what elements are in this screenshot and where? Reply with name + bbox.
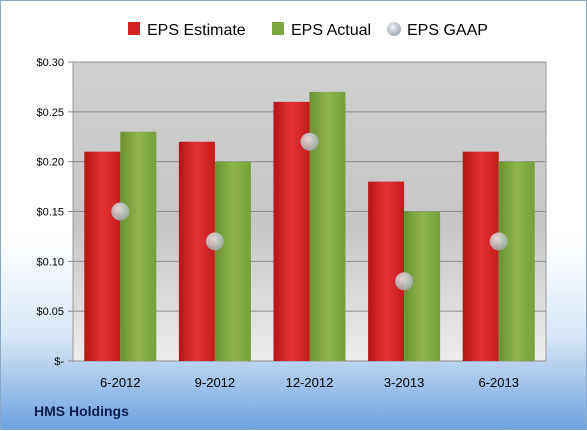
y-tick-label-3: $0.15: [36, 207, 64, 219]
dot-eps-gaap-3: [395, 272, 414, 291]
bar-eps-actual-1: [214, 161, 251, 361]
x-tick-label-3: 3-2013: [384, 375, 424, 390]
bar-eps-estimate-4: [462, 151, 499, 361]
x-tick-label-1: 9-2012: [195, 375, 235, 390]
legend-label-2: EPS GAAP: [407, 22, 488, 39]
bar-eps-estimate-1: [178, 141, 215, 361]
dot-eps-gaap-0: [111, 202, 130, 221]
bar-eps-actual-4: [498, 161, 535, 361]
dot-eps-gaap-4: [489, 232, 508, 251]
legend-swatch-2: [387, 22, 401, 36]
legend-label-0: EPS Estimate: [147, 22, 246, 39]
bar-eps-actual-2: [309, 91, 346, 362]
legend-swatch-0: [128, 22, 140, 35]
legend-swatch-1: [272, 22, 284, 35]
y-tick-label-2: $0.10: [36, 256, 64, 268]
y-tick-label-4: $0.20: [36, 157, 64, 169]
bar-eps-actual-0: [120, 131, 157, 361]
y-tick-label-6: $0.30: [36, 57, 64, 69]
company-name: HMS Holdings: [34, 403, 129, 419]
y-tick-label-5: $0.25: [36, 107, 64, 119]
x-tick-label-4: 6-2013: [478, 375, 518, 390]
bar-eps-estimate-0: [84, 151, 121, 361]
legend-label-1: EPS Actual: [291, 22, 371, 39]
dot-eps-gaap-2: [300, 132, 319, 151]
bar-eps-estimate-3: [368, 181, 405, 361]
x-tick-label-0: 6-2012: [100, 375, 140, 390]
dot-eps-gaap-1: [205, 232, 224, 251]
x-tick-label-2: 12-2012: [286, 375, 334, 390]
y-tick-label-1: $0.05: [36, 306, 64, 318]
y-tick-label-0: $-: [54, 356, 64, 368]
